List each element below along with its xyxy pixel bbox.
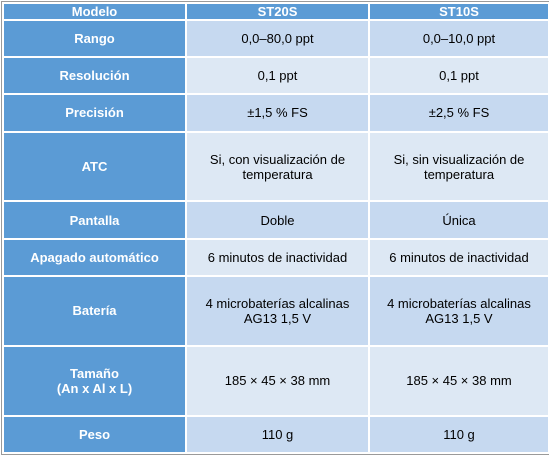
row-label: Precisión [2,93,187,133]
table-row: Precisión ±1,5 % FS ±2,5 % FS [2,93,550,133]
row-label: Tamaño (An x Al x L) [2,344,187,417]
cell: 185 × 45 × 38 mm [368,344,550,417]
cell: 4 microbaterías alcalinas AG13 1,5 V [368,274,550,347]
table-row: Peso 110 g 110 g [2,414,550,455]
table-row: Rango 0,0–80,0 ppt 0,0–10,0 ppt [2,18,550,59]
cell: 110 g [368,414,550,455]
cell: 185 × 45 × 38 mm [185,344,370,417]
header-cell: ST10S [368,2,550,21]
cell: 6 minutos de inactividad [185,237,370,277]
cell: 0,1 ppt [185,56,370,96]
cell: Única [368,200,550,240]
row-label: Rango [2,18,187,59]
cell: 110 g [185,414,370,455]
cell: Si, sin visualización de temperatura [368,130,550,203]
table-row: ATC Si, con visualización de temperatura S… [2,130,550,203]
header-cell: Modelo [2,2,187,21]
row-label: Batería [2,274,187,347]
row-label: ATC [2,130,187,203]
table-row: Resolución 0,1 ppt 0,1 ppt [2,56,550,96]
cell: ±2,5 % FS [368,93,550,133]
cell: ±1,5 % FS [185,93,370,133]
cell: 0,0–80,0 ppt [185,18,370,59]
table-row: Batería 4 microbaterías alcalinas AG13 1,… [2,274,550,347]
cell: Si, con visualización de temperatura [185,130,370,203]
cell: 0,1 ppt [368,56,550,96]
table-row: Apagado automático 6 minutos de inactivid… [2,237,550,277]
cell: 6 minutos de inactividad [368,237,550,277]
cell: 4 microbaterías alcalinas AG13 1,5 V [185,274,370,347]
row-label: Peso [2,414,187,455]
row-label: Pantalla [2,200,187,240]
row-label: Resolución [2,56,187,96]
header-row: Modelo ST20S ST10S [2,2,550,21]
header-cell: ST20S [185,2,370,21]
cell: 0,0–10,0 ppt [368,18,550,59]
cell: Doble [185,200,370,240]
row-label: Apagado automático [2,237,187,277]
table-row: Tamaño (An x Al x L) 185 × 45 × 38 mm 185 … [2,344,550,417]
table-row: Pantalla Doble Única [2,200,550,240]
